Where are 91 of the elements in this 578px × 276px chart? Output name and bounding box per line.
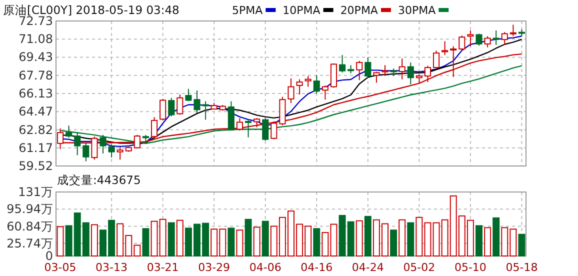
x-tick-label: 05-10	[454, 261, 486, 274]
candlestick	[501, 32, 508, 46]
y-tick-label: 71.08	[18, 32, 53, 46]
bar	[262, 220, 269, 256]
y-tick-label: 69.43	[18, 50, 53, 64]
candlestick	[202, 100, 209, 120]
y-tick-label: 60.84万	[6, 219, 53, 234]
bar	[236, 230, 244, 256]
x-tick-label: 04-06	[249, 261, 282, 274]
chart-title: 原油[CL00Y] 2018-05-19 03:48	[3, 3, 180, 17]
candlestick	[510, 24, 516, 37]
x-tick-label: 05-02	[403, 261, 436, 274]
candlestick	[254, 118, 260, 128]
bar	[356, 220, 363, 256]
bar	[518, 234, 526, 256]
candlestick	[185, 88, 192, 102]
bar	[313, 228, 320, 256]
bar	[244, 218, 252, 256]
candlestick	[407, 62, 414, 85]
legend-label: 20PMA	[340, 4, 378, 17]
candlestick	[82, 142, 90, 162]
bar	[476, 225, 482, 256]
candlestick	[160, 98, 166, 121]
bar	[90, 224, 98, 256]
candlestick	[296, 78, 303, 96]
x-tick-label: 04-24	[352, 261, 384, 274]
candlestick	[66, 125, 72, 138]
legend-label: 30PMA	[398, 4, 436, 17]
candlestick	[476, 33, 482, 46]
y-tick-label: 62.82	[18, 122, 53, 137]
candlestick	[492, 30, 500, 46]
candlestick	[116, 146, 124, 160]
candlestick	[484, 36, 491, 48]
y-tick-label: 131万	[18, 185, 53, 199]
candlestick	[338, 54, 346, 73]
candlestick	[458, 34, 466, 52]
bar	[484, 227, 492, 256]
x-tick-label: 05-18	[506, 261, 538, 274]
candlestick	[262, 118, 269, 142]
candlestick	[270, 120, 278, 140]
y-tick-label: 72.73	[18, 14, 53, 28]
bar	[407, 222, 414, 256]
candlestick	[424, 65, 432, 83]
candlestick	[398, 58, 406, 80]
y-tick-label: 67.78	[18, 68, 53, 82]
candlestick	[236, 118, 244, 132]
x-tick-label: 03-13	[96, 261, 128, 274]
bar	[228, 228, 235, 256]
candlestick	[356, 60, 363, 81]
candlestick	[432, 50, 440, 70]
bar	[56, 226, 64, 256]
bar	[176, 220, 184, 256]
candlestick	[330, 62, 338, 88]
candlestick	[467, 30, 474, 47]
x-tick-label: 03-21	[146, 261, 179, 274]
y-tick-label: 64.47	[18, 104, 53, 119]
legend-label: 10PMA	[282, 4, 321, 17]
x-tick-label: 03-05	[44, 261, 76, 274]
y-tick-label: 59.52	[18, 159, 53, 173]
bar	[398, 219, 406, 256]
bar	[142, 228, 150, 256]
candlestick	[150, 116, 158, 138]
legend-label: 5PMA	[232, 4, 264, 17]
candlestick	[244, 120, 252, 138]
candlestick	[100, 134, 106, 154]
y-tick-label: 61.17	[18, 140, 53, 155]
y-tick-label: 25.74万	[6, 236, 53, 250]
candlestick	[194, 90, 200, 114]
y-tick-label: 66.13	[18, 86, 53, 100]
bar	[492, 217, 500, 256]
candlestick	[304, 75, 312, 88]
candlestick	[168, 97, 175, 117]
candlestick	[108, 144, 115, 158]
bar	[168, 222, 175, 256]
bar	[390, 230, 398, 256]
x-tick-label: 03-29	[198, 261, 230, 274]
candlestick	[228, 100, 234, 132]
y-tick-label: 0	[45, 249, 53, 263]
candlestick	[288, 78, 294, 104]
x-tick-label: 04-16	[300, 261, 333, 274]
candlestick	[176, 94, 184, 116]
bar	[253, 226, 260, 256]
candlestick	[442, 40, 448, 56]
candlestick	[313, 74, 320, 94]
candlestick	[382, 64, 388, 76]
candlestick	[322, 84, 328, 100]
bar	[364, 216, 372, 256]
chart-title: 成交量:443675	[57, 173, 141, 187]
candlestick	[74, 132, 81, 156]
y-tick-label: 95.94万	[6, 202, 53, 216]
candlestick	[364, 56, 372, 78]
